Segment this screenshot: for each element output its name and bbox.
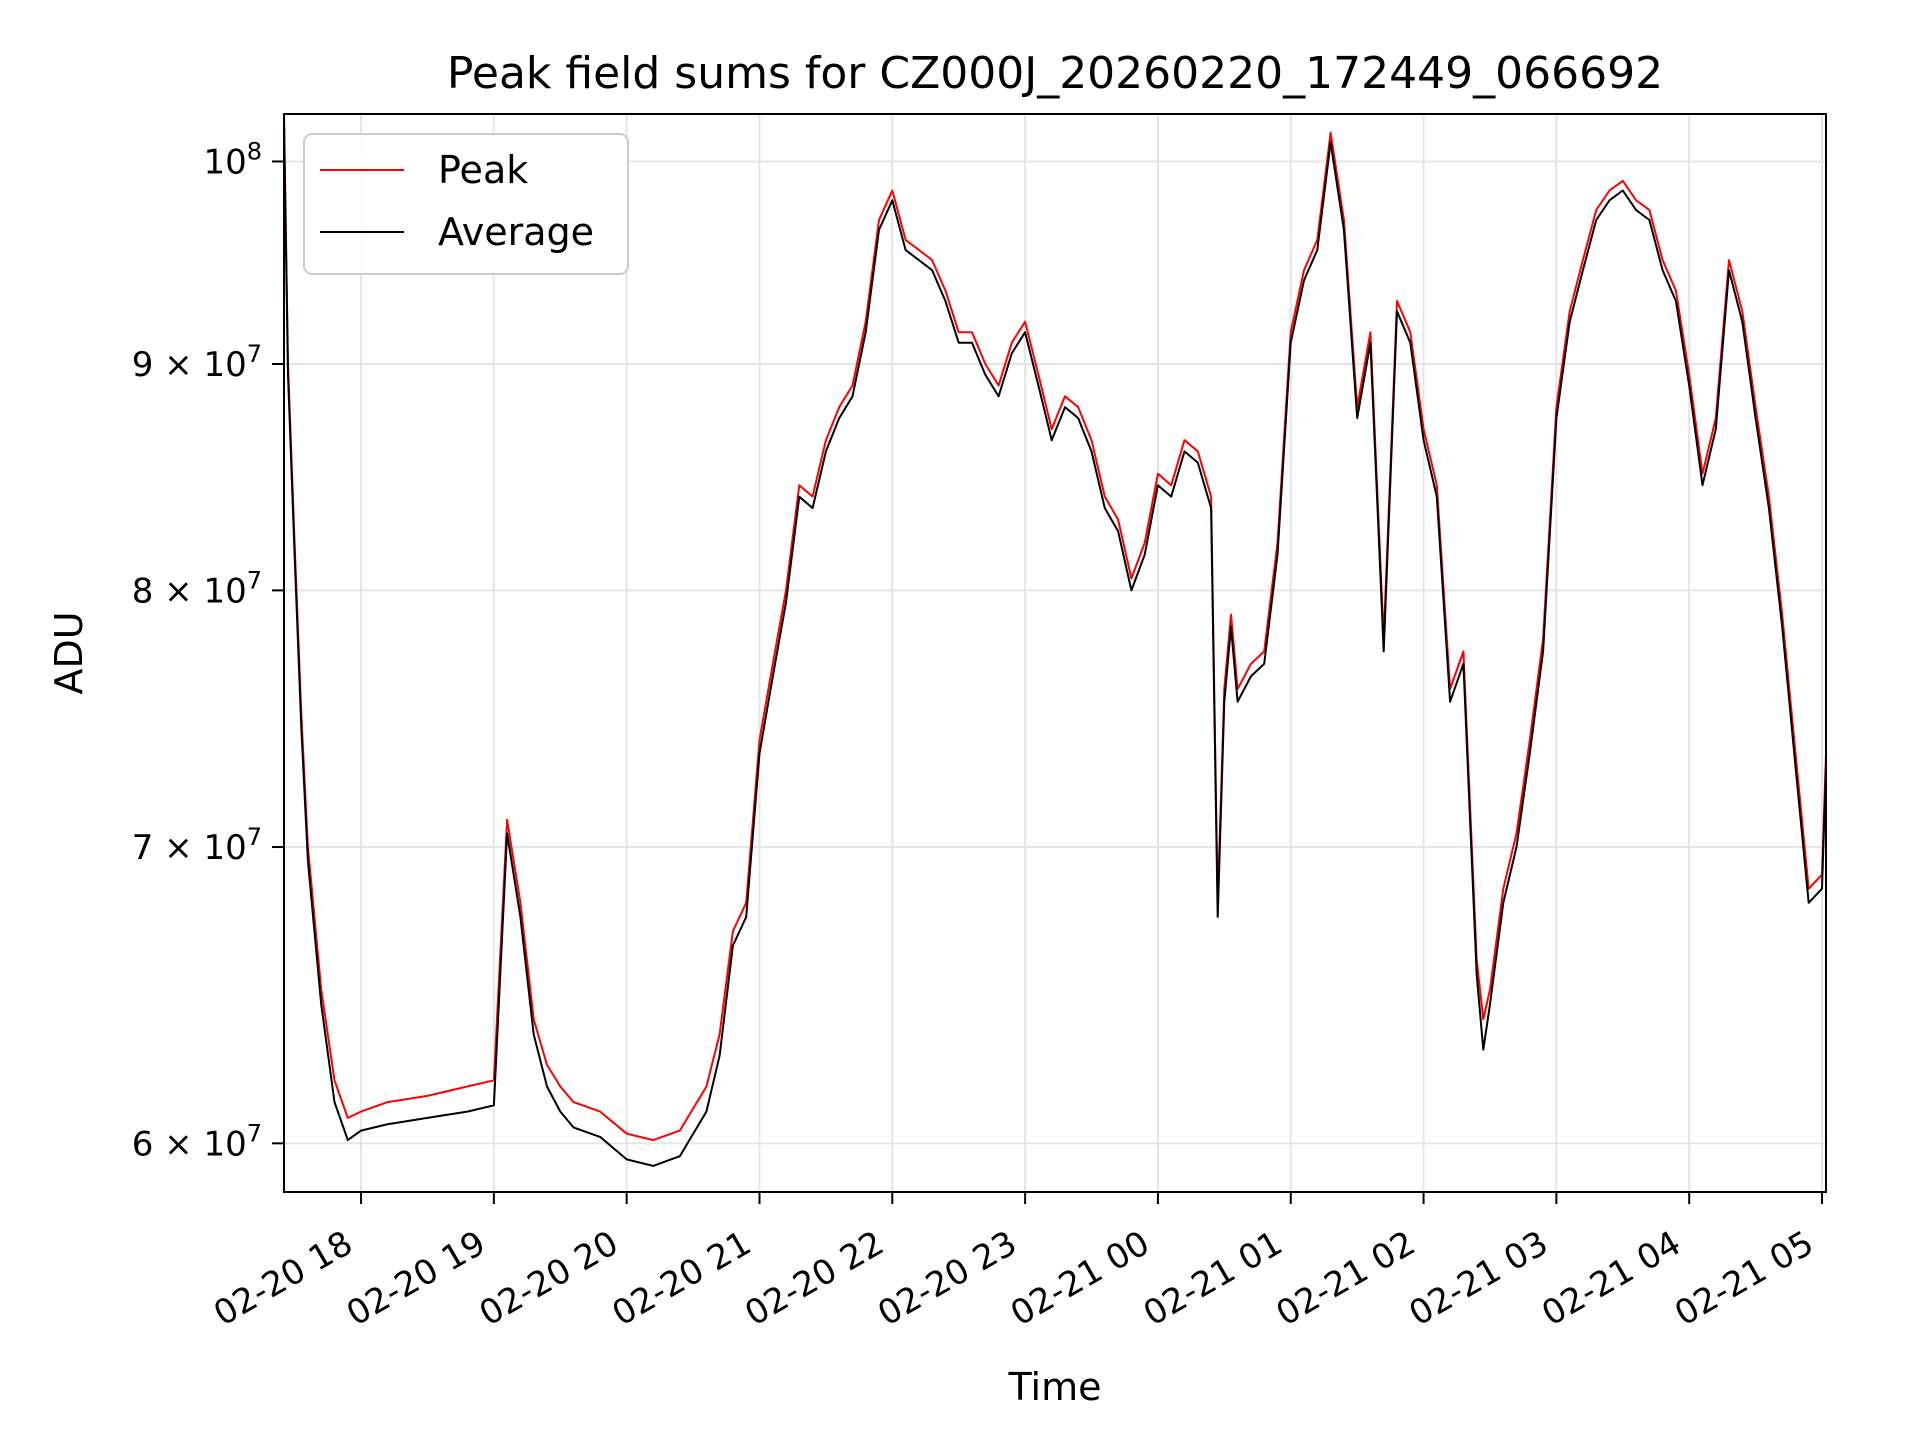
series-line-peak (283, 113, 1827, 1142)
grid (284, 114, 1826, 1192)
y-tick-label: 7 × 107 (132, 823, 262, 868)
legend-label-average: Average (438, 210, 594, 254)
y-tick-label: 108 (203, 137, 262, 182)
x-axis-label: Time (1008, 1365, 1102, 1409)
y-tick-label: 8 × 107 (132, 566, 262, 611)
y-axis-label: ADU (47, 611, 91, 694)
legend-label-peak: Peak (438, 148, 528, 192)
series-line-average (283, 123, 1827, 1167)
y-axis: 6 × 107 7 × 107 8 × 107 9 × 107 108 (132, 137, 284, 1164)
legend: Peak Average (303, 133, 629, 275)
chart-title: Peak field sums for CZ000J_20260220_1724… (447, 48, 1663, 99)
series-layer (283, 113, 1827, 1167)
y-tick-label: 6 × 107 (132, 1119, 262, 1164)
y-tick-label: 9 × 107 (132, 340, 262, 385)
plot-frame (283, 113, 1827, 1193)
